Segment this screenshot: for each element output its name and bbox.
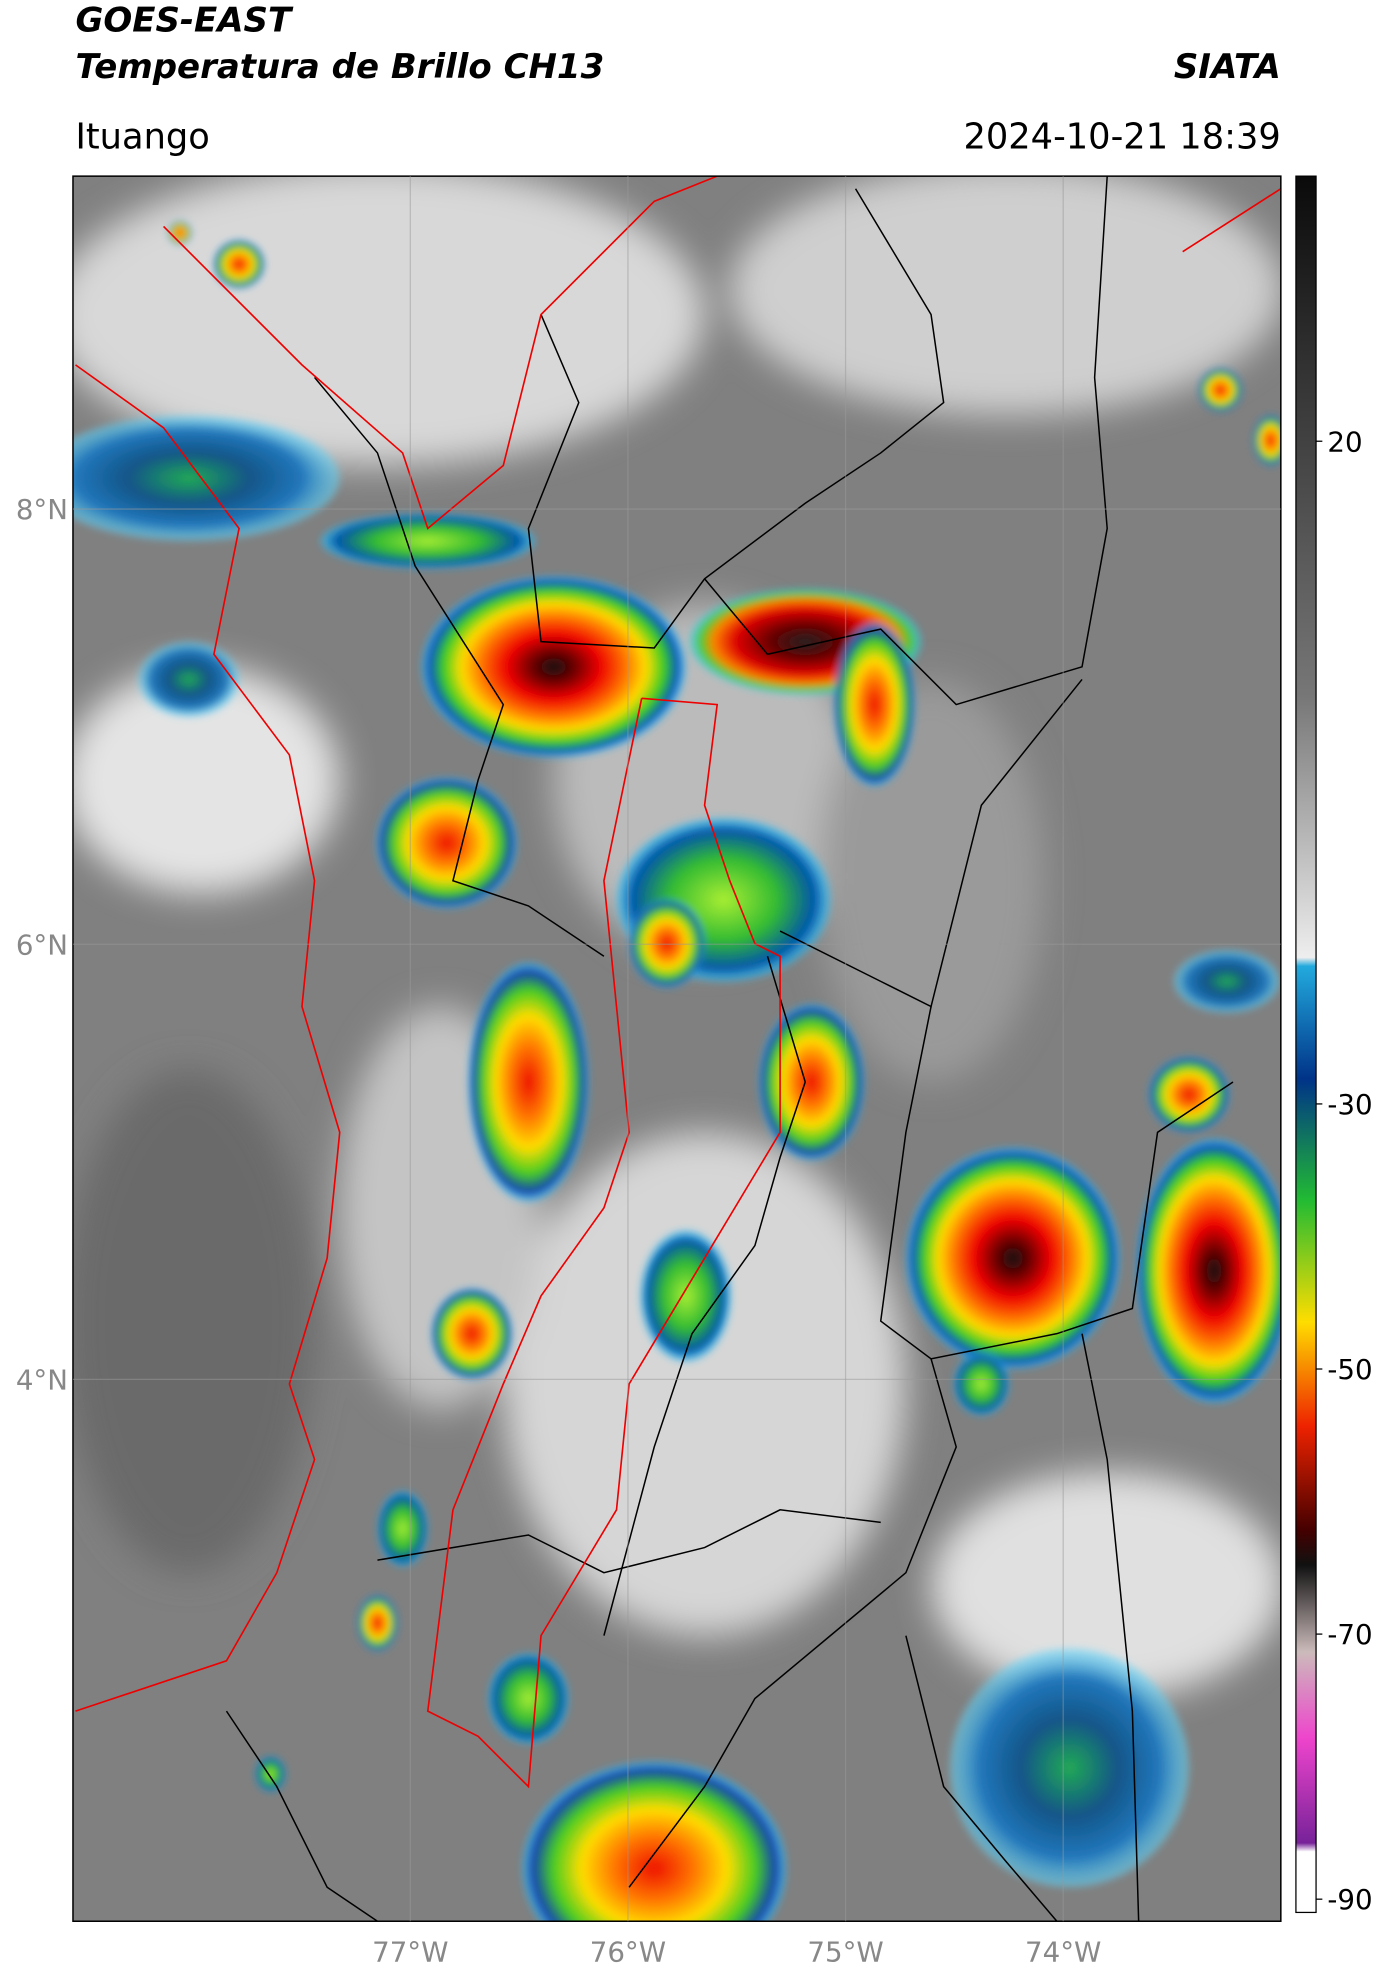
map-frame	[72, 175, 1282, 1922]
colorbar-tick-label: -70	[1327, 1618, 1372, 1651]
colorbar	[1295, 175, 1317, 1914]
colorbar-tick-label: -90	[1327, 1883, 1372, 1916]
product-title: Temperatura de Brillo CH13	[75, 47, 604, 87]
colorbar-tick-label: -50	[1327, 1353, 1372, 1386]
colorbar-tick-label: -30	[1327, 1088, 1372, 1121]
organization: SIATA	[1174, 47, 1281, 87]
satellite-title: GOES-EAST	[75, 0, 293, 40]
lon-label: 75°W	[807, 1935, 883, 1968]
region-borders	[75, 176, 1281, 1789]
lon-label: 77°W	[372, 1935, 448, 1968]
convective-cells	[72, 221, 1281, 1922]
lon-label: 76°W	[590, 1935, 666, 1968]
admin-borders	[225, 176, 1234, 1922]
datetime: 2024-10-21 18:39	[963, 116, 1280, 157]
lat-label: 4°N	[16, 1363, 68, 1396]
location: Ituango	[75, 116, 209, 157]
lon-label: 74°W	[1025, 1935, 1101, 1968]
lat-label: 8°N	[16, 493, 68, 526]
lat-label: 6°N	[16, 928, 68, 961]
map-image	[72, 176, 1281, 1922]
colorbar-tick-label: 20	[1327, 425, 1362, 458]
